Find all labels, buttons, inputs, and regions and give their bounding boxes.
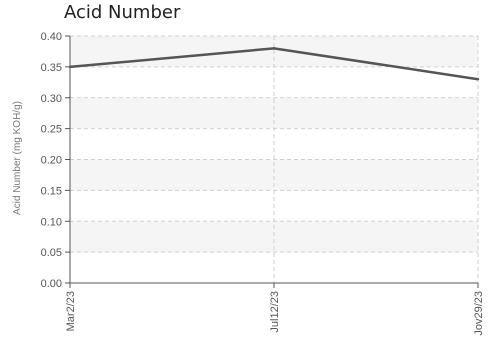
y-tick-label: 0.40 <box>41 31 62 43</box>
background-bands <box>70 36 478 253</box>
data-point <box>68 65 72 69</box>
x-tick-labels: Mar2/23 Jul12/23 Jov29/23 <box>65 291 485 336</box>
y-tick-label: 0.15 <box>41 185 62 197</box>
y-axis-label: Acid Number (mg KOH/g) <box>12 101 23 215</box>
y-tick-label: 0.25 <box>41 124 62 136</box>
y-tick-label: 0.20 <box>41 155 62 167</box>
y-tick-label: 0.35 <box>41 62 62 74</box>
y-tick-label: 0.10 <box>41 216 62 228</box>
data-point <box>476 78 480 81</box>
chart-title: Acid Number <box>64 2 181 23</box>
axes <box>65 35 479 288</box>
data-point <box>272 47 276 50</box>
y-tick-label: 0.30 <box>41 93 62 105</box>
x-tick-label: Mar2/23 <box>65 291 77 331</box>
y-tick-label: 0.05 <box>41 247 62 259</box>
y-tick-label: 0.00 <box>41 278 62 290</box>
x-tick-label: Jov29/23 <box>473 291 485 336</box>
y-tick-labels: 0.00 0.05 0.10 0.15 0.20 0.25 0.30 0.35 0.40 <box>41 31 62 290</box>
grid-lines <box>69 35 479 283</box>
series-group <box>68 47 480 81</box>
x-tick-label: Jul12/23 <box>269 291 281 333</box>
